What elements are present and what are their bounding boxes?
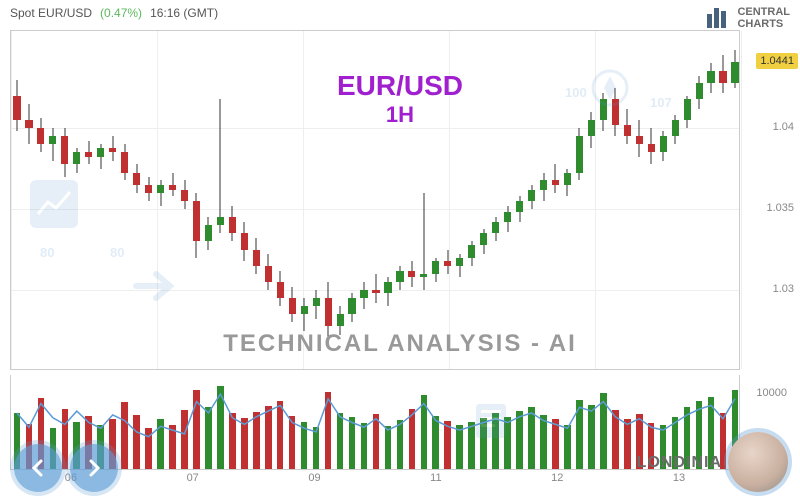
- volume-chart[interactable]: 10000: [10, 375, 740, 470]
- nav-prev-button[interactable]: [14, 444, 62, 492]
- brand-logo[interactable]: CENTRAL CHARTS: [703, 4, 790, 32]
- price-chart[interactable]: [10, 30, 740, 370]
- chevron-right-icon: [83, 457, 105, 479]
- change-percent: (0.47%): [100, 6, 142, 20]
- x-axis: 060709111213: [10, 472, 740, 490]
- chevron-left-icon: [27, 457, 49, 479]
- chart-header: Spot EUR/USD (0.47%) 16:16 (GMT): [0, 0, 800, 26]
- y-axis: 1.031.0351.041.0441: [744, 30, 800, 370]
- brand-text: CENTRAL CHARTS: [737, 6, 790, 30]
- londinia-label: LONDINIA: [637, 454, 722, 472]
- instrument-label: Spot EUR/USD: [10, 6, 92, 20]
- brand-icon: [703, 4, 731, 32]
- assistant-avatar[interactable]: [728, 432, 788, 492]
- last-price-tag: 1.0441: [756, 53, 798, 69]
- nav-next-button[interactable]: [70, 444, 118, 492]
- timestamp: 16:16 (GMT): [150, 6, 218, 20]
